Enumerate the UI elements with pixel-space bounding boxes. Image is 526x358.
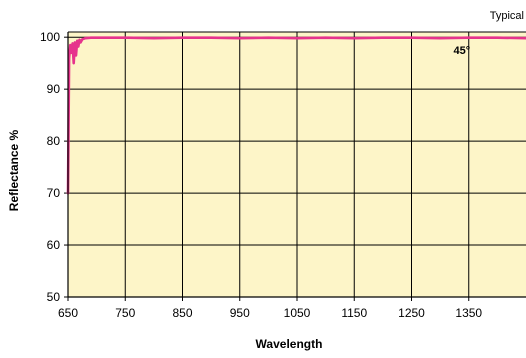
y-axis-title: Reflectance %: [7, 129, 21, 211]
y-tick-label: 90: [47, 82, 61, 96]
x-tick-label: 1150: [341, 306, 367, 320]
typical-note: Typical: [490, 10, 524, 22]
y-tick-labels: 50 60 70 80 90 100: [40, 30, 68, 304]
y-tick-label: 50: [47, 290, 61, 304]
x-tick-label: 1350: [455, 306, 482, 320]
y-tick-label: 80: [47, 134, 61, 148]
x-tick-label: 850: [172, 306, 192, 320]
x-tick-label: 950: [230, 306, 250, 320]
x-axis-title: Wavelength: [256, 337, 323, 351]
series-group: [66, 36, 526, 195]
grid-lines: [68, 32, 526, 297]
y-tick-label: 60: [47, 238, 61, 252]
x-tick-labels: 650 750 850 950 1050 1150 1250 1350: [58, 297, 482, 320]
angle-annotation: 45°: [454, 45, 471, 57]
y-tick-label: 100: [40, 30, 60, 44]
x-tick-label: 1250: [398, 306, 425, 320]
x-tick-label: 650: [58, 306, 78, 320]
series-line: [66, 36, 526, 195]
x-tick-label: 750: [115, 306, 135, 320]
x-tick-label: 1050: [284, 306, 311, 320]
y-tick-label: 70: [47, 186, 61, 200]
axes: [67, 31, 526, 298]
